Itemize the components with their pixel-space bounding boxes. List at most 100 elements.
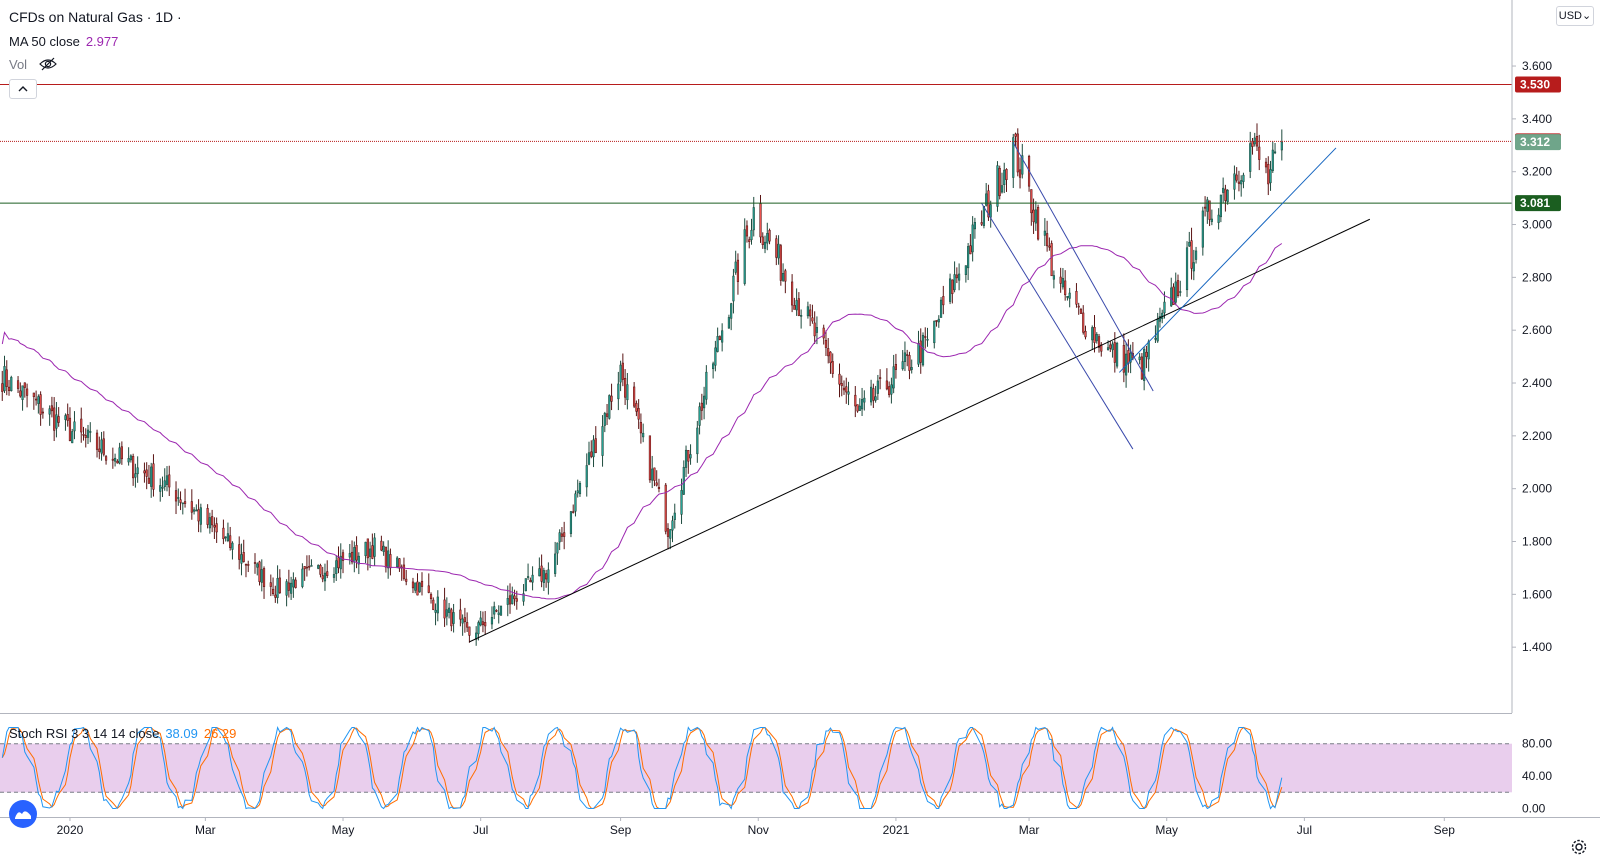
- stoch-rsi-legend[interactable]: Stoch RSI 3 3 14 14 close 38.09 26.29: [9, 726, 236, 741]
- last-price-label: 3.312: [1520, 135, 1550, 149]
- currency-selector[interactable]: USD⌄: [1556, 6, 1594, 26]
- candle: [7, 379, 11, 396]
- ma-legend[interactable]: MA 50 close 2.977: [9, 34, 118, 49]
- candle: [605, 403, 609, 426]
- candle: [648, 435, 652, 483]
- price-chart[interactable]: 1.400 1.600 1.800 2.000 2.200 2.400 2.600 2.800…: [0, 0, 1600, 713]
- hidden-eye-icon[interactable]: [38, 57, 57, 74]
- candle: [95, 429, 99, 458]
- candle: [452, 603, 455, 633]
- candle: [41, 407, 44, 419]
- candle: [163, 468, 166, 491]
- candle: [323, 563, 327, 591]
- candle: [411, 577, 415, 594]
- candle: [1109, 340, 1112, 353]
- volume-legend[interactable]: Vol: [9, 57, 57, 74]
- long-uptrend-line[interactable]: [469, 218, 1371, 643]
- chevron-up-icon: [18, 86, 28, 92]
- price-tick-label: 2.000: [1522, 482, 1552, 496]
- candle: [305, 555, 309, 577]
- candle: [601, 415, 604, 467]
- candle: [57, 407, 60, 427]
- candle: [761, 232, 764, 249]
- stoch-rsi-series: [1, 725, 1283, 810]
- candle: [134, 463, 137, 488]
- stoch-d-line: [1, 726, 1283, 810]
- candle: [888, 381, 891, 398]
- candle: [274, 585, 277, 603]
- candle: [750, 218, 753, 245]
- time-axis[interactable]: 2020 Mar May Jul Sep Nov 2021 Mar May Jul Sep: [0, 817, 1600, 838]
- candle: [238, 536, 241, 570]
- candle: [111, 447, 114, 469]
- candle: [806, 301, 809, 319]
- candle: [933, 320, 936, 349]
- candle: [226, 522, 230, 543]
- tradingview-logo[interactable]: [9, 800, 37, 828]
- candle: [508, 583, 512, 614]
- candle: [371, 533, 374, 560]
- candle: [1034, 201, 1037, 231]
- candle: [626, 372, 629, 410]
- candle: [958, 263, 961, 291]
- channel-upper[interactable]: [1012, 142, 1154, 392]
- channel-lower[interactable]: [981, 203, 1134, 450]
- price-tick-label: 2.400: [1522, 376, 1552, 390]
- candle: [1170, 277, 1173, 307]
- candle: [332, 567, 336, 583]
- candle: [493, 601, 496, 620]
- price-tick-label: 2.200: [1522, 429, 1552, 443]
- candle: [1185, 241, 1189, 297]
- candle: [777, 235, 780, 265]
- candle: [215, 517, 218, 543]
- candle: [998, 165, 1001, 200]
- stoch-rsi-band-fill: [0, 743, 1512, 793]
- candle: [50, 396, 53, 418]
- time-tick-label: May: [1155, 823, 1178, 837]
- candle: [402, 557, 406, 581]
- candle: [1280, 129, 1283, 161]
- candle: [547, 562, 550, 595]
- candle: [1095, 332, 1098, 344]
- candle: [1079, 307, 1083, 314]
- candle: [1066, 295, 1069, 301]
- candle: [100, 431, 103, 461]
- candle: [429, 592, 433, 604]
- gear-icon[interactable]: [1570, 838, 1588, 856]
- candle: [1145, 345, 1148, 369]
- candle: [1192, 249, 1195, 281]
- candle: [651, 455, 654, 489]
- drawn-lines[interactable]: [0, 84, 1512, 643]
- candle: [427, 573, 430, 594]
- candle: [1235, 167, 1238, 183]
- stoch-rsi-chart[interactable]: 0.00 40.00 80.00 2020 Mar May Jul Sep Nov 2021 Ma…: [0, 713, 1600, 860]
- price-tick-label: 2.600: [1522, 323, 1552, 337]
- candle: [721, 323, 724, 352]
- candle: [39, 391, 42, 426]
- candle: [98, 436, 101, 460]
- candle: [603, 411, 606, 433]
- candle: [1061, 268, 1065, 290]
- candle: [303, 566, 306, 581]
- candle: [150, 462, 153, 498]
- candle: [655, 470, 658, 487]
- candle: [554, 541, 557, 577]
- candle: [858, 398, 861, 411]
- price-tick-label: 3.600: [1522, 59, 1552, 73]
- candle: [129, 454, 132, 463]
- collapse-legend-button[interactable]: [9, 79, 37, 99]
- price-axis[interactable]: 1.400 1.600 1.800 2.000 2.200 2.400 2.600 2.800…: [1511, 0, 1561, 713]
- symbol-title[interactable]: CFDs on Natural Gas · 1D ·: [9, 9, 182, 25]
- candle: [68, 407, 72, 442]
- candle: [104, 455, 108, 465]
- candle: [16, 376, 20, 394]
- candle: [1224, 184, 1227, 212]
- price-tick-label: 1.800: [1522, 535, 1552, 549]
- candle: [513, 589, 516, 606]
- candle: [684, 445, 688, 477]
- candle: [208, 512, 211, 534]
- candle: [619, 360, 622, 392]
- candle: [80, 407, 83, 443]
- short-uptrend-line[interactable]: [1118, 147, 1337, 373]
- candle: [1188, 231, 1191, 247]
